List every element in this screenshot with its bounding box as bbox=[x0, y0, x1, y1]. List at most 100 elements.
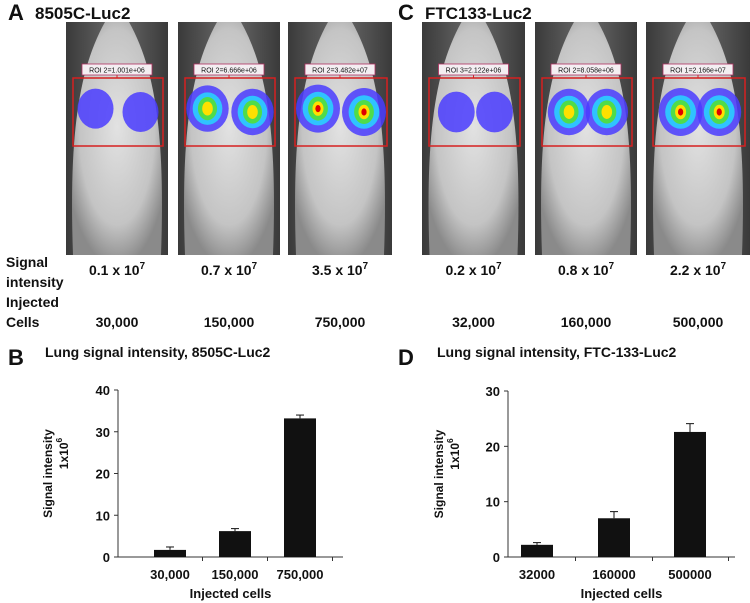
y-axis-unit: 1x106 bbox=[445, 438, 462, 470]
chart-title: Lung signal intensity, 8505C-Luc2 bbox=[45, 344, 271, 360]
bar bbox=[598, 518, 630, 557]
bar bbox=[219, 531, 251, 557]
roi-label: ROI 2=3.482e+07 bbox=[312, 68, 368, 75]
x-tick-label: 150,000 bbox=[212, 567, 259, 582]
signal-intensity-value: 0.7 x 107 bbox=[201, 261, 258, 278]
signal-blob bbox=[476, 91, 513, 133]
panel-letter: B bbox=[8, 345, 24, 370]
y-axis-unit-base: 1x10 bbox=[57, 442, 71, 469]
injected-cells-value: 30,000 bbox=[96, 314, 139, 330]
chart-title: Lung signal intensity, FTC-133-Luc2 bbox=[437, 344, 677, 360]
roi-label-box bbox=[81, 63, 153, 76]
panel-letter: C bbox=[398, 0, 414, 25]
roi-box bbox=[652, 77, 746, 147]
mouse-body bbox=[184, 22, 274, 255]
roi-label: ROI 2=8.058e+06 bbox=[558, 68, 614, 75]
bar bbox=[154, 549, 186, 557]
x-tick-label: 32000 bbox=[519, 567, 555, 582]
signal-blob bbox=[563, 105, 575, 119]
mouse-body bbox=[541, 22, 631, 255]
y-tick-label: 10 bbox=[96, 508, 110, 523]
signal-intensity-value-exponent: 7 bbox=[252, 261, 258, 272]
signal-intensity-value-exponent: 7 bbox=[609, 261, 615, 272]
signal-blob bbox=[77, 88, 114, 129]
roi-box bbox=[294, 77, 388, 147]
roi-label: ROI 1=2.166e+07 bbox=[670, 68, 726, 75]
y-tick-label: 0 bbox=[493, 550, 500, 565]
signal-intensity-value-base: 0.7 x 10 bbox=[201, 262, 252, 278]
signal-intensity-value-base: 0.1 x 10 bbox=[89, 262, 140, 278]
mouse-body bbox=[72, 22, 162, 255]
roi-box bbox=[541, 77, 633, 147]
row-label: Injected bbox=[6, 294, 59, 310]
y-axis-unit-exponent: 6 bbox=[445, 438, 455, 443]
y-axis-unit-base: 1x10 bbox=[448, 443, 462, 470]
signal-blob bbox=[437, 91, 475, 133]
y-axis-label: Signal intensity bbox=[432, 429, 446, 518]
roi-label-box bbox=[193, 63, 265, 76]
roi-label: ROI 2=1.001e+06 bbox=[89, 68, 145, 75]
row-label: intensity bbox=[6, 274, 64, 290]
roi-box bbox=[72, 77, 164, 147]
row-label: Cells bbox=[6, 314, 40, 330]
roi-label: ROI 2=6.666e+06 bbox=[201, 68, 257, 75]
injected-cells-value: 32,000 bbox=[452, 314, 495, 330]
signal-blob bbox=[247, 105, 258, 119]
signal-intensity-value-exponent: 7 bbox=[721, 261, 727, 272]
y-tick-label: 20 bbox=[96, 467, 110, 482]
roi-label: ROI 3=2.122e+06 bbox=[446, 68, 502, 75]
x-tick-label: 750,000 bbox=[277, 567, 324, 582]
bar bbox=[521, 544, 553, 557]
roi-label-box bbox=[304, 63, 376, 76]
signal-intensity-value: 0.2 x 107 bbox=[445, 261, 502, 278]
panel-letter: A bbox=[8, 0, 24, 25]
signal-blob bbox=[202, 101, 213, 116]
signal-blob bbox=[601, 105, 613, 119]
roi-label-box bbox=[438, 63, 509, 76]
y-axis-unit: 1x106 bbox=[54, 437, 71, 469]
injected-cells-value: 750,000 bbox=[315, 314, 366, 330]
y-tick-label: 30 bbox=[96, 425, 110, 440]
roi-box bbox=[184, 77, 276, 147]
mouse-body bbox=[428, 22, 519, 255]
signal-intensity-value-base: 0.2 x 10 bbox=[445, 262, 496, 278]
y-tick-label: 20 bbox=[486, 439, 500, 454]
injected-cells-value: 500,000 bbox=[673, 314, 724, 330]
signal-intensity-value: 2.2 x 107 bbox=[670, 261, 727, 278]
x-tick-label: 30,000 bbox=[150, 567, 190, 582]
roi-label-box bbox=[550, 63, 622, 76]
signal-intensity-value-base: 0.8 x 10 bbox=[558, 262, 609, 278]
signal-blob bbox=[315, 105, 321, 113]
roi-label-box bbox=[662, 63, 734, 76]
y-tick-label: 10 bbox=[486, 495, 500, 510]
signal-intensity-value: 3.5 x 107 bbox=[312, 261, 369, 278]
y-axis-label: Signal intensity bbox=[41, 429, 55, 518]
signal-intensity-value-exponent: 7 bbox=[140, 261, 146, 272]
y-axis-unit-exponent: 6 bbox=[54, 437, 64, 442]
signal-intensity-value: 0.1 x 107 bbox=[89, 261, 146, 278]
x-tick-label: 500000 bbox=[668, 567, 711, 582]
signal-blob bbox=[361, 108, 367, 116]
signal-intensity-value-base: 2.2 x 10 bbox=[670, 262, 721, 278]
y-tick-label: 40 bbox=[96, 383, 110, 398]
y-tick-label: 30 bbox=[486, 384, 500, 399]
x-axis-label: Injected cells bbox=[581, 586, 663, 601]
panel-title: 8505C-Luc2 bbox=[35, 4, 130, 23]
injected-cells-value: 150,000 bbox=[204, 314, 255, 330]
signal-intensity-value-exponent: 7 bbox=[496, 261, 502, 272]
panel-letter: D bbox=[398, 345, 414, 370]
y-tick-label: 0 bbox=[103, 550, 110, 565]
row-label: Signal bbox=[6, 254, 48, 270]
signal-intensity-value: 0.8 x 107 bbox=[558, 261, 615, 278]
signal-blob bbox=[122, 92, 159, 132]
mouse-body bbox=[653, 22, 743, 255]
panel-title: FTC133-Luc2 bbox=[425, 4, 532, 23]
signal-intensity-value-base: 3.5 x 10 bbox=[312, 262, 363, 278]
x-axis-label: Injected cells bbox=[190, 586, 272, 601]
x-tick-label: 160000 bbox=[592, 567, 635, 582]
mouse-body bbox=[295, 22, 385, 255]
signal-intensity-value-exponent: 7 bbox=[363, 261, 369, 272]
injected-cells-value: 160,000 bbox=[561, 314, 612, 330]
signal-blob bbox=[677, 108, 684, 116]
